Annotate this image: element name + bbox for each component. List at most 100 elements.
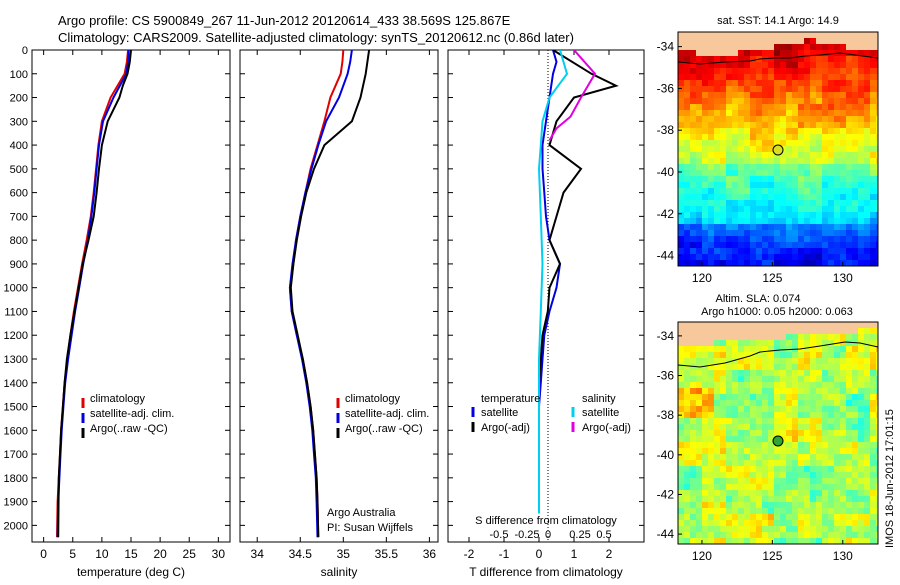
map-cell [744, 86, 751, 93]
map-cell [816, 358, 823, 365]
map-cell [768, 370, 775, 377]
map-cell [696, 248, 703, 255]
map-cell [780, 334, 787, 341]
map-cell [714, 334, 721, 341]
map-cell [702, 484, 709, 491]
map-cell [828, 466, 835, 473]
map-cell [852, 176, 859, 183]
map-cell [774, 340, 781, 347]
map-cell [840, 116, 847, 123]
map-cell [816, 104, 823, 111]
map-cell [804, 382, 811, 389]
map-cell [834, 514, 841, 521]
map-cell [690, 526, 697, 533]
map-cell [822, 538, 829, 544]
map-cell [702, 496, 709, 503]
map-cell [732, 242, 739, 249]
map-cell [822, 146, 829, 153]
map-cell [816, 38, 823, 45]
map-cell [678, 92, 685, 99]
map-cell [714, 116, 721, 123]
map-cell [750, 538, 757, 544]
map-cell [870, 200, 877, 207]
map-cell [816, 394, 823, 401]
map-cell [816, 418, 823, 425]
map-cell [828, 346, 835, 353]
map-cell [762, 334, 769, 341]
map-cell [726, 442, 733, 449]
map-cell [828, 128, 835, 135]
map-cell [828, 254, 835, 261]
map-cell [834, 164, 841, 171]
map-cell [726, 490, 733, 497]
map-cell [870, 520, 877, 527]
map-cell [720, 146, 727, 153]
map-cell [876, 158, 878, 165]
map-cell [708, 496, 715, 503]
map-cell [678, 370, 685, 377]
map-cell [726, 364, 733, 371]
legend-label: Argo(..raw -QC) [345, 423, 423, 435]
map-cell [822, 436, 829, 443]
map-cell [876, 382, 878, 389]
map-cell [720, 116, 727, 123]
map-cell [726, 478, 733, 485]
map-cell [720, 56, 727, 63]
map-cell [864, 484, 871, 491]
map-cell [816, 454, 823, 461]
map-cell [864, 188, 871, 195]
map-cell [792, 388, 799, 395]
map-cell [858, 448, 865, 455]
map-cell [750, 158, 757, 165]
map-cell [834, 430, 841, 437]
map-cell [744, 460, 751, 467]
map-cell [780, 92, 787, 99]
map-cell [780, 412, 787, 419]
map-cell [732, 140, 739, 147]
map-cell [828, 140, 835, 147]
series-line-3 [548, 50, 597, 141]
map-cell [774, 418, 781, 425]
map-cell [834, 328, 841, 335]
legend-label: climatology [345, 393, 401, 405]
map-cell [828, 484, 835, 491]
map-cell [714, 98, 721, 105]
map-cell [810, 526, 817, 533]
difference-xlabel-S: S difference from climatology [475, 515, 617, 527]
s-tick: -0.25 [514, 529, 539, 541]
map-cell [750, 200, 757, 207]
map-cell [834, 412, 841, 419]
map-cell [768, 260, 775, 266]
map-cell [708, 508, 715, 515]
map-cell [798, 364, 805, 371]
map-cell [876, 472, 878, 479]
map-cell [720, 388, 727, 395]
map-cell [702, 44, 709, 51]
map-cell [774, 230, 781, 237]
map-cell [786, 218, 793, 225]
map-cell [732, 56, 739, 63]
map-cell [708, 44, 715, 51]
map-cell [858, 224, 865, 231]
map-cell [846, 334, 853, 341]
map-cell [834, 490, 841, 497]
map-cell [744, 436, 751, 443]
map-cell [750, 346, 757, 353]
map-cell [756, 496, 763, 503]
map-cell [726, 322, 733, 329]
map-cell [864, 176, 871, 183]
map-cell [720, 158, 727, 165]
map-cell [774, 472, 781, 479]
map-cell [744, 508, 751, 515]
map-cell [762, 230, 769, 237]
map-cell [774, 448, 781, 455]
map-cell [726, 538, 733, 544]
map-cell [810, 164, 817, 171]
map-cell [828, 236, 835, 243]
map-cell [696, 514, 703, 521]
map-cell [822, 110, 829, 117]
map-cell [786, 248, 793, 255]
map-cell [678, 454, 685, 461]
sla-map-frame [677, 321, 879, 545]
map-cell [864, 140, 871, 147]
